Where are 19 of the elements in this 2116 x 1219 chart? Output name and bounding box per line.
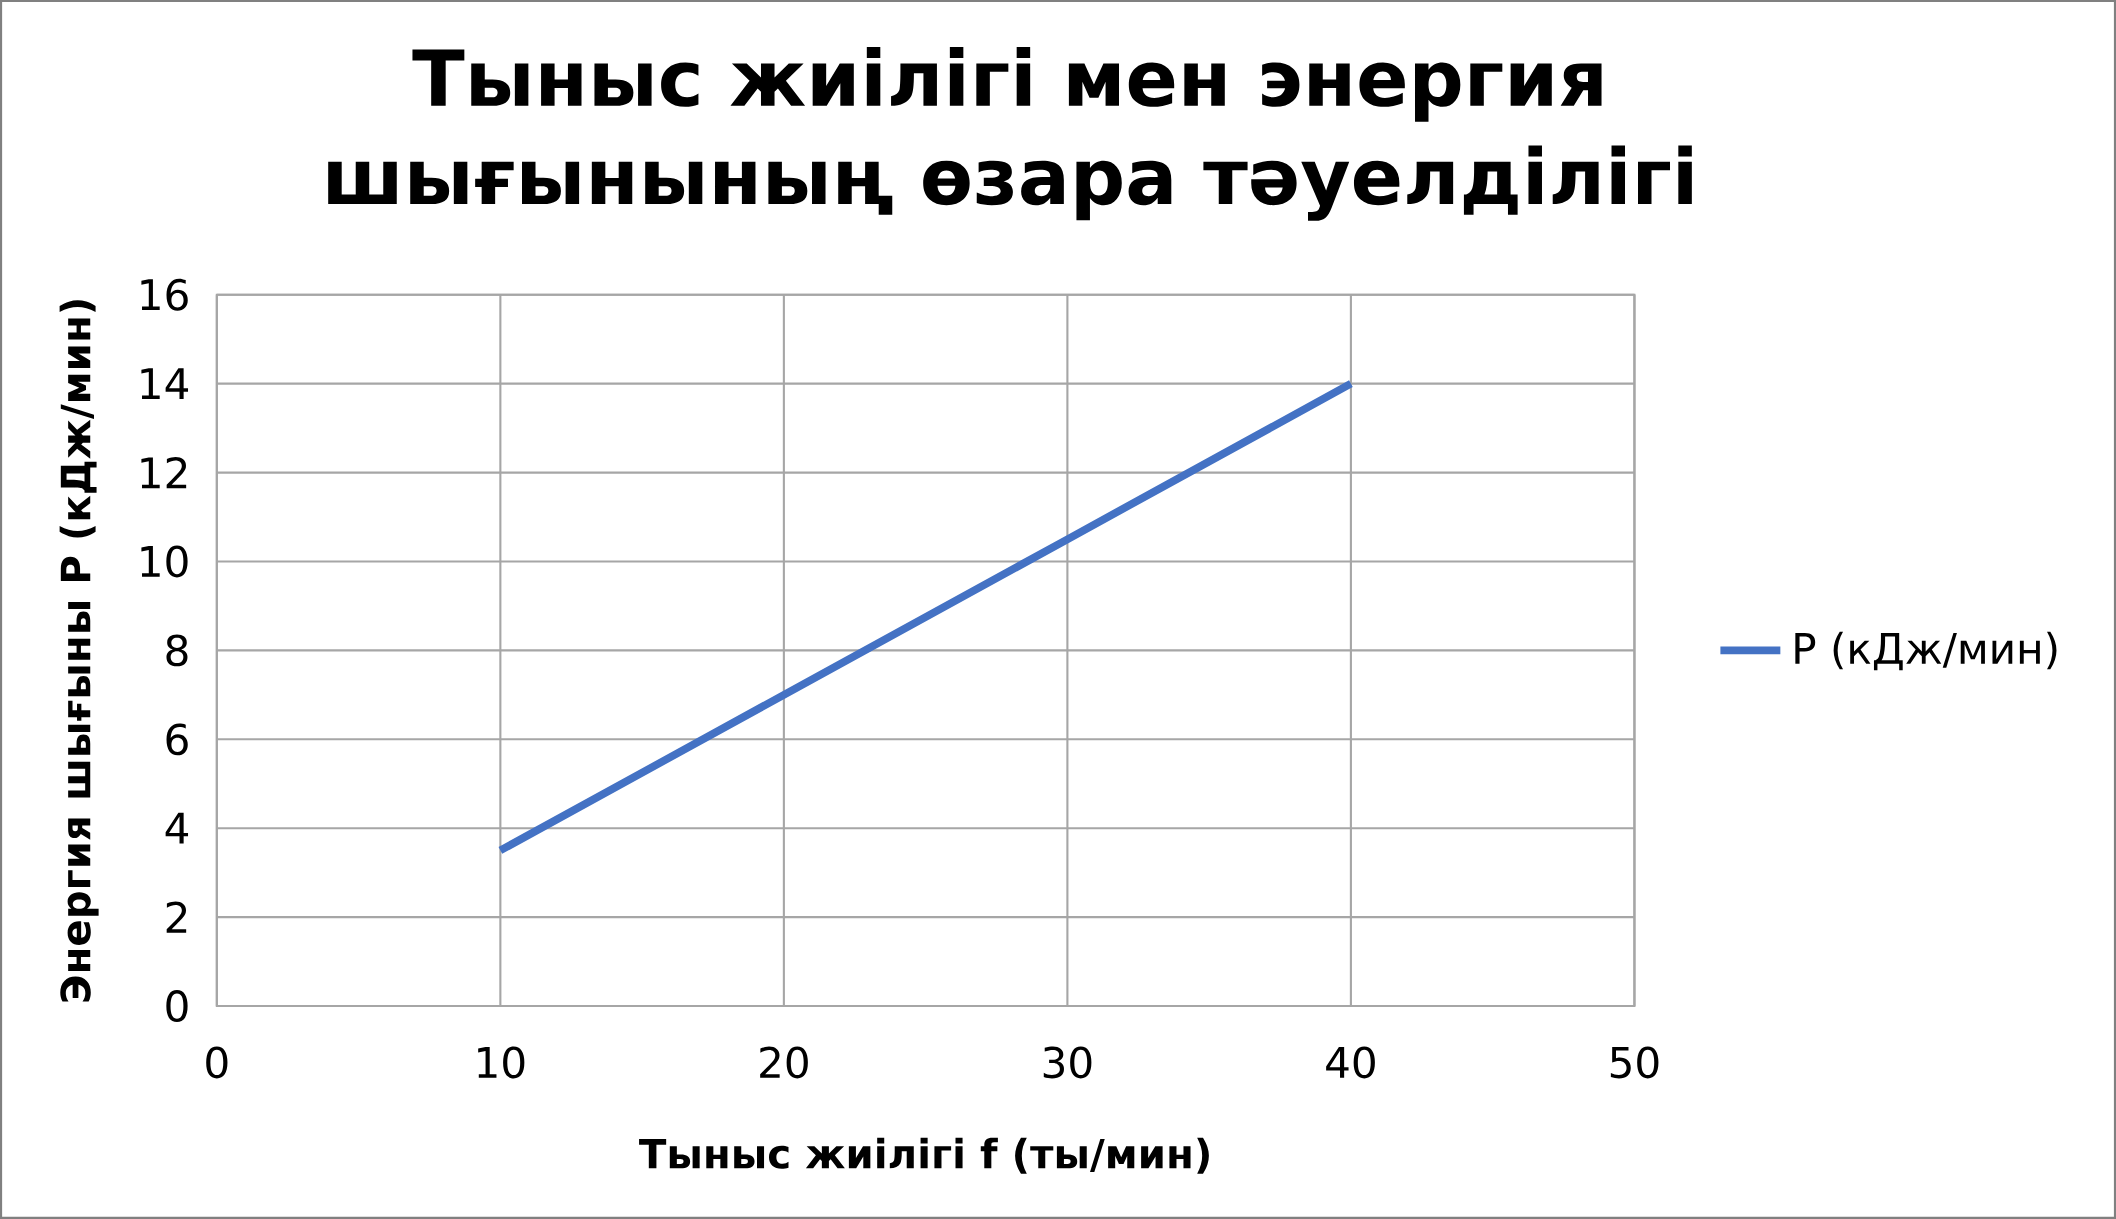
x-tick-label: 30: [1043, 1046, 1092, 1079]
y-tick-label: 14: [141, 368, 189, 400]
x-tick-label: 0: [206, 1046, 228, 1079]
x-tick-label: 50: [1610, 1046, 1659, 1079]
y-tick-label: 16: [141, 278, 188, 311]
chart-title: Тыныс жиілігі мен энергия шығынының өзара тәуелділігі: [328, 47, 1692, 221]
y-tick-label: 10: [141, 545, 188, 578]
x-tick-label: 40: [1326, 1046, 1375, 1079]
y-tick-label: 4: [165, 812, 189, 844]
y-tick-label: 0: [166, 990, 188, 1023]
y-tick-label: 2: [166, 901, 187, 933]
x-tick-label: 10: [478, 1046, 525, 1079]
legend-label: P (кДж/мин): [1795, 631, 2057, 671]
x-tick-label: 20: [760, 1046, 808, 1079]
x-axis-title: Тыныс жиілігі f (ты/мин): [639, 1137, 1209, 1174]
y-tick-label: 8: [166, 634, 188, 667]
y-tick-label: 6: [166, 723, 188, 756]
y-tick-label: 12: [141, 456, 187, 489]
y-axis-title: Энергия шығыны P (кДж/мин): [59, 300, 99, 1002]
